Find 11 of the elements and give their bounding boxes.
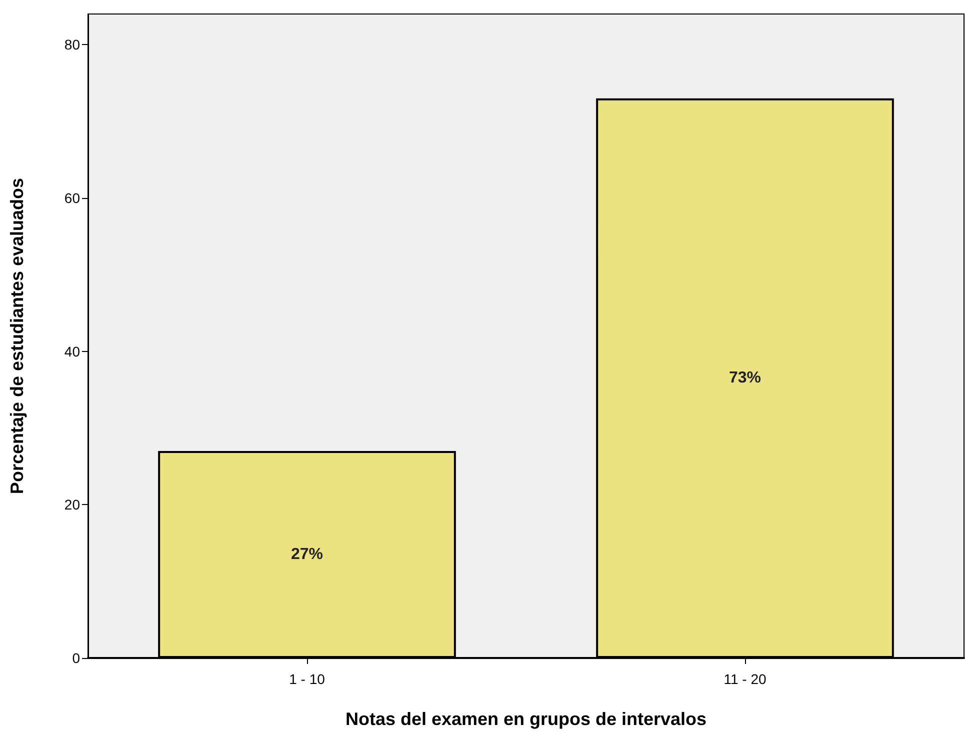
y-tick-label: 20 xyxy=(64,496,80,513)
x-axis-title: Notas del examen en grupos de intervalos xyxy=(345,709,707,729)
y-tick-label: 60 xyxy=(64,190,80,206)
data-label: 73% xyxy=(728,370,762,387)
y-tick-label: 80 xyxy=(64,36,80,53)
y-tick-label: 40 xyxy=(64,343,80,360)
data-label: 27% xyxy=(290,546,324,563)
y-axis-title: Porcentaje de estudiantes evaluados xyxy=(7,178,27,494)
x-tick-label: 11 - 20 xyxy=(724,671,766,687)
x-tick-label: 1 - 10 xyxy=(289,671,326,687)
y-tick-label: 0 xyxy=(72,650,80,666)
